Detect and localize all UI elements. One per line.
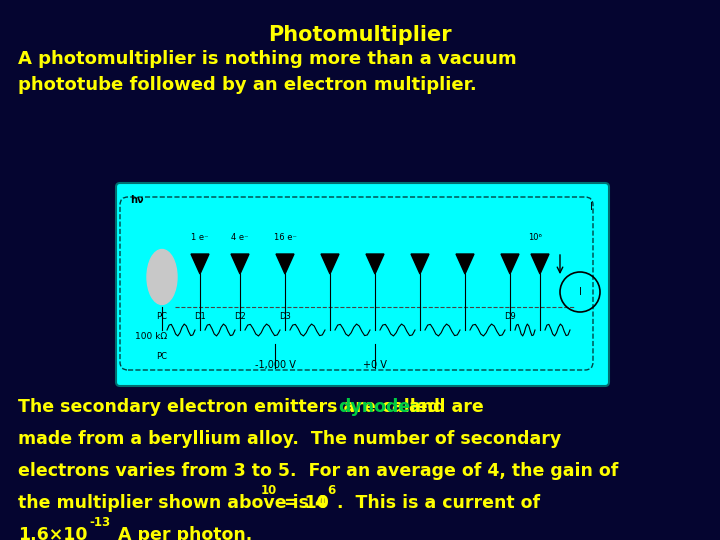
Text: .  This is a current of: . This is a current of <box>337 494 540 512</box>
Text: 16 e⁻: 16 e⁻ <box>274 233 297 242</box>
Ellipse shape <box>147 249 177 305</box>
Polygon shape <box>531 254 549 274</box>
Text: Photomultiplier: Photomultiplier <box>268 25 452 45</box>
Text: made from a beryllium alloy.  The number of secondary: made from a beryllium alloy. The number … <box>18 430 562 448</box>
Text: D2: D2 <box>234 312 246 321</box>
Text: I: I <box>590 202 593 212</box>
Text: I: I <box>579 287 582 297</box>
Text: 4 e⁻: 4 e⁻ <box>231 233 248 242</box>
Polygon shape <box>411 254 429 274</box>
Polygon shape <box>456 254 474 274</box>
Text: hν: hν <box>130 195 143 205</box>
Text: 1.6×10: 1.6×10 <box>18 526 88 540</box>
Text: 1 e⁻: 1 e⁻ <box>192 233 209 242</box>
Text: electrons varies from 3 to 5.  For an average of 4, the gain of: electrons varies from 3 to 5. For an ave… <box>18 462 618 480</box>
Text: = 10: = 10 <box>278 494 329 512</box>
Text: D1: D1 <box>194 312 206 321</box>
Text: dynodes: dynodes <box>338 398 420 416</box>
FancyBboxPatch shape <box>116 183 609 386</box>
Polygon shape <box>321 254 339 274</box>
Text: D3: D3 <box>279 312 291 321</box>
Text: -13: -13 <box>89 516 110 529</box>
Text: A per photon.: A per photon. <box>112 526 252 540</box>
Text: A photomultiplier is nothing more than a vacuum: A photomultiplier is nothing more than a… <box>18 50 517 68</box>
Text: PC: PC <box>156 352 168 361</box>
Text: The secondary electron emitters are called: The secondary electron emitters are call… <box>18 398 446 416</box>
Polygon shape <box>231 254 249 274</box>
Text: and are: and are <box>403 398 484 416</box>
Polygon shape <box>276 254 294 274</box>
Text: +0 V: +0 V <box>363 360 387 370</box>
Text: D9: D9 <box>504 312 516 321</box>
Polygon shape <box>501 254 519 274</box>
Text: 10: 10 <box>261 484 277 497</box>
Text: -1,000 V: -1,000 V <box>255 360 295 370</box>
Polygon shape <box>366 254 384 274</box>
Text: the multiplier shown above is 4: the multiplier shown above is 4 <box>18 494 327 512</box>
Text: 10⁶: 10⁶ <box>528 233 542 242</box>
Text: 6: 6 <box>327 484 336 497</box>
Text: PC: PC <box>156 312 168 321</box>
Polygon shape <box>191 254 209 274</box>
Text: 100 kΩ: 100 kΩ <box>135 332 167 341</box>
Text: phototube followed by an electron multiplier.: phototube followed by an electron multip… <box>18 76 477 94</box>
